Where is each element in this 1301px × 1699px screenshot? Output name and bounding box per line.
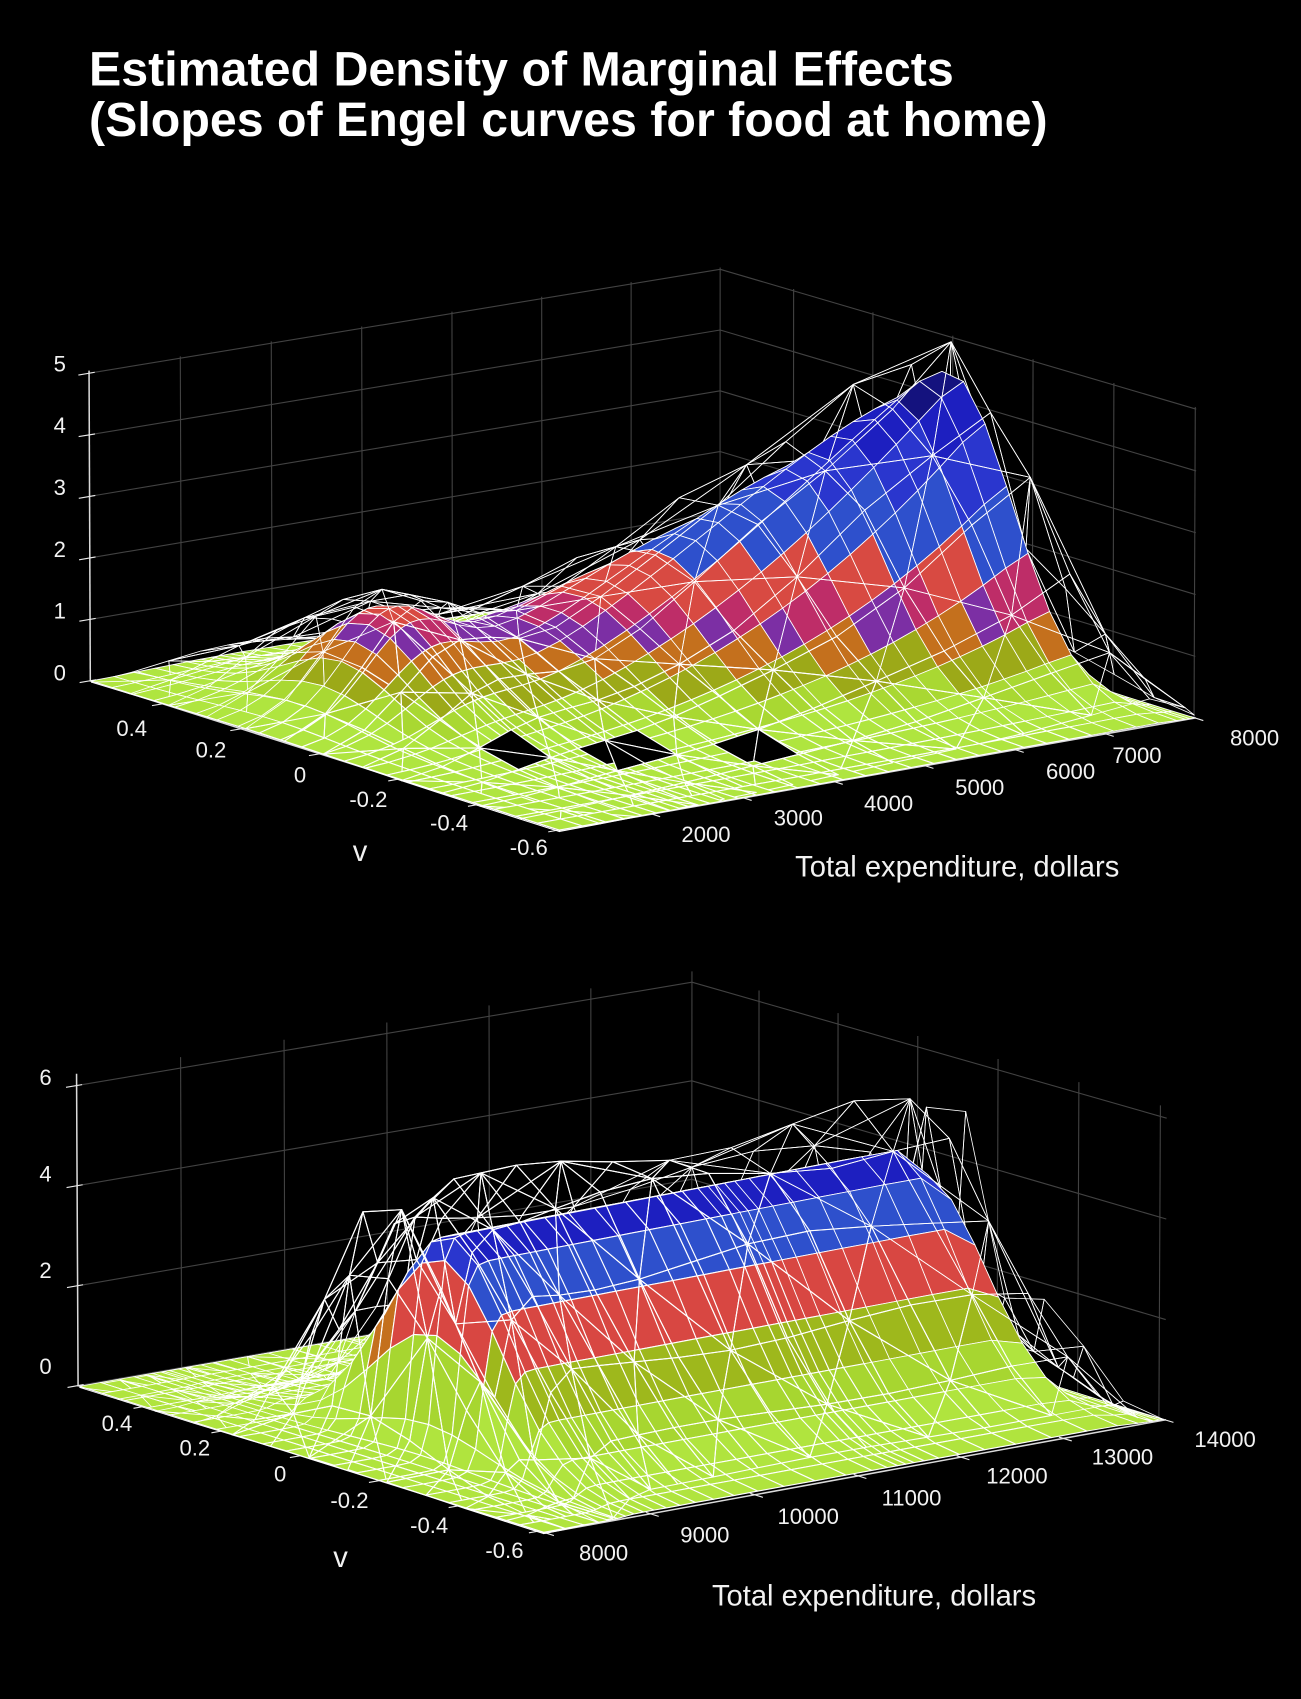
- svg-text:0.2: 0.2: [180, 1436, 211, 1461]
- svg-text:6: 6: [39, 1065, 51, 1090]
- svg-text:10000: 10000: [778, 1504, 839, 1529]
- svg-text:-0.6: -0.6: [485, 1538, 523, 1563]
- svg-text:7000: 7000: [1112, 743, 1161, 768]
- svg-text:9000: 9000: [680, 1522, 729, 1547]
- svg-text:Total expenditure, dollars: Total expenditure, dollars: [795, 852, 1119, 884]
- svg-text:8000: 8000: [579, 1540, 628, 1565]
- svg-text:0: 0: [39, 1354, 51, 1379]
- svg-text:2: 2: [54, 537, 66, 562]
- svg-text:3000: 3000: [774, 806, 823, 831]
- svg-text:Estimated Density of Marginal: Estimated Density of Marginal Effects: [89, 43, 954, 97]
- svg-text:v: v: [353, 836, 368, 868]
- svg-text:-0.6: -0.6: [510, 835, 548, 860]
- svg-text:2: 2: [39, 1258, 51, 1283]
- svg-text:8000: 8000: [1230, 725, 1279, 750]
- svg-text:0.4: 0.4: [116, 716, 147, 741]
- svg-text:4: 4: [39, 1161, 51, 1186]
- svg-text:1: 1: [54, 599, 66, 624]
- svg-text:13000: 13000: [1092, 1445, 1153, 1470]
- svg-text:0.4: 0.4: [102, 1411, 133, 1436]
- svg-text:-0.2: -0.2: [330, 1488, 368, 1513]
- svg-text:5000: 5000: [955, 775, 1004, 800]
- svg-text:5: 5: [54, 351, 66, 376]
- svg-text:12000: 12000: [986, 1464, 1047, 1489]
- svg-text:0: 0: [54, 660, 66, 685]
- svg-text:0.2: 0.2: [196, 737, 227, 762]
- svg-text:14000: 14000: [1194, 1427, 1255, 1452]
- svg-text:0: 0: [274, 1462, 286, 1487]
- svg-text:11000: 11000: [882, 1486, 942, 1511]
- svg-text:6000: 6000: [1046, 759, 1095, 784]
- svg-text:Total expenditure, dollars: Total expenditure, dollars: [712, 1581, 1036, 1613]
- svg-text:(Slopes of Engel curves for fo: (Slopes of Engel curves for food at home…: [89, 93, 1048, 147]
- svg-text:4: 4: [54, 413, 66, 438]
- svg-text:v: v: [333, 1542, 348, 1574]
- svg-text:2000: 2000: [681, 822, 730, 847]
- svg-text:-0.2: -0.2: [349, 787, 387, 812]
- svg-text:-0.4: -0.4: [430, 810, 468, 835]
- svg-text:0: 0: [294, 762, 306, 787]
- svg-text:-0.4: -0.4: [410, 1513, 448, 1538]
- svg-text:3: 3: [54, 475, 66, 500]
- svg-text:4000: 4000: [864, 791, 913, 816]
